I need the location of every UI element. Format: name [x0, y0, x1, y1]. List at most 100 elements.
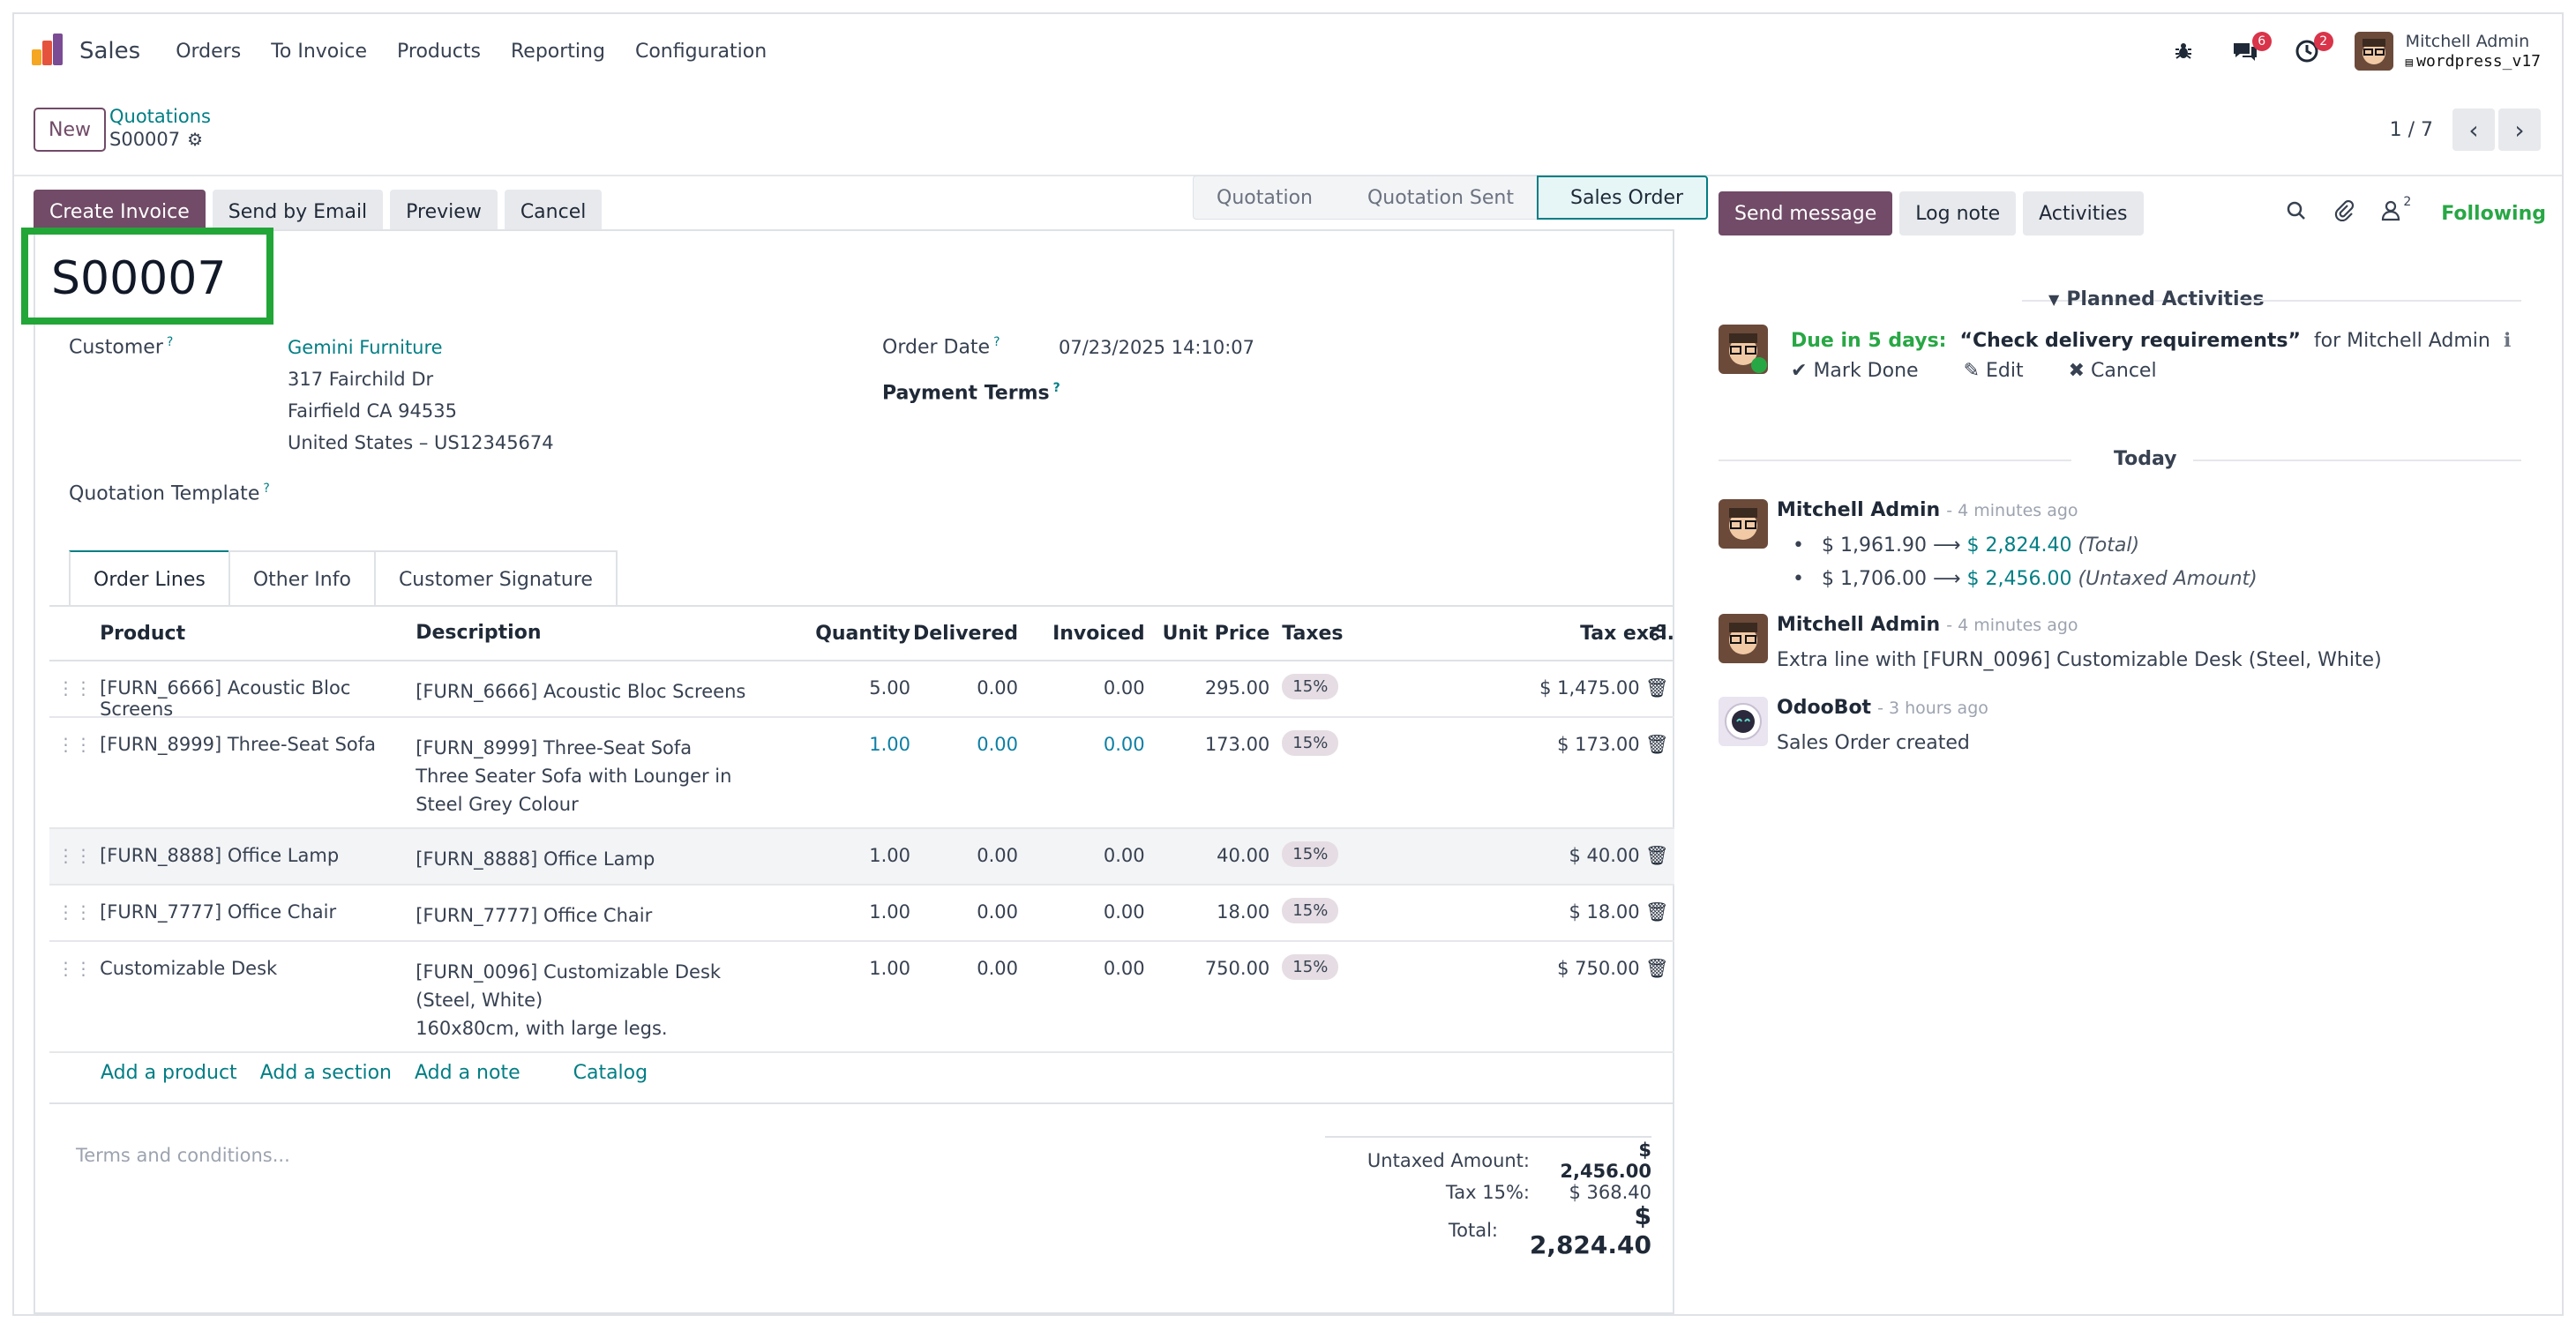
- table-row[interactable]: ⋮⋮ Customizable Desk [FURN_0096] Customi…: [49, 942, 1674, 1053]
- help-icon[interactable]: ?: [1052, 381, 1060, 395]
- sales-app-icon[interactable]: [32, 34, 64, 69]
- help-icon[interactable]: ?: [166, 335, 174, 349]
- cell-product[interactable]: [FURN_7777] Office Chair: [100, 901, 337, 923]
- cancel-button[interactable]: Cancel: [504, 190, 603, 234]
- cell-product[interactable]: [FURN_8888] Office Lamp: [100, 845, 340, 866]
- preview-button[interactable]: Preview: [390, 190, 498, 234]
- author-avatar[interactable]: [1719, 499, 1768, 549]
- add-section-link[interactable]: Add a section: [259, 1062, 392, 1084]
- header-invoiced[interactable]: Invoiced: [1052, 622, 1145, 645]
- column-settings-icon[interactable]: [1648, 623, 1667, 647]
- cell-delivered[interactable]: 0.00: [977, 734, 1018, 755]
- cell-quantity[interactable]: 1.00: [869, 845, 910, 866]
- mark-done-button[interactable]: ✔ Mark Done: [1791, 360, 1919, 382]
- stage-quotation-sent[interactable]: Quotation Sent: [1335, 176, 1537, 220]
- paperclip-icon[interactable]: [2333, 199, 2355, 227]
- trash-icon[interactable]: 🗑: [1644, 734, 1669, 755]
- menu-reporting[interactable]: Reporting: [511, 40, 605, 63]
- help-icon[interactable]: ?: [263, 482, 270, 496]
- table-row[interactable]: ⋮⋮ [FURN_8999] Three-Seat Sofa [FURN_899…: [49, 718, 1674, 829]
- cancel-activity-button[interactable]: ✖ Cancel: [2068, 360, 2157, 382]
- search-icon[interactable]: [2286, 200, 2307, 227]
- tax-badge[interactable]: 15%: [1282, 841, 1339, 867]
- tab-other-info[interactable]: Other Info: [228, 550, 376, 607]
- followers-button[interactable]: 2: [2381, 195, 2411, 227]
- cell-unit-price[interactable]: 40.00: [1217, 845, 1270, 866]
- info-icon[interactable]: ℹ: [2503, 330, 2512, 352]
- cell-unit-price[interactable]: 173.00: [1204, 734, 1270, 755]
- send-by-email-button[interactable]: Send by Email: [212, 190, 384, 234]
- header-description[interactable]: Description: [416, 622, 542, 644]
- table-row[interactable]: ⋮⋮ [FURN_6666] Acoustic Bloc Screens [FU…: [49, 661, 1674, 720]
- user-menu[interactable]: Mitchell Admin ▤ wordpress_v17: [2406, 32, 2541, 71]
- cell-delivered[interactable]: 0.00: [977, 958, 1018, 979]
- add-product-link[interactable]: Add a product: [101, 1062, 237, 1084]
- menu-orders[interactable]: Orders: [176, 40, 242, 63]
- message-author[interactable]: Mitchell Admin: [1777, 499, 1941, 521]
- drag-handle-icon[interactable]: ⋮⋮: [56, 677, 93, 699]
- pager-value[interactable]: 1 / 7: [2389, 118, 2433, 141]
- drag-handle-icon[interactable]: ⋮⋮: [56, 734, 93, 755]
- activities-clock-icon[interactable]: 2: [2289, 32, 2333, 69]
- description-line[interactable]: [FURN_7777] Office Chair: [416, 905, 653, 926]
- trash-icon[interactable]: 🗑: [1644, 901, 1669, 923]
- description-line[interactable]: Three Seater Sofa with Lounger in: [416, 766, 732, 787]
- header-delivered[interactable]: Delivered: [912, 622, 1018, 645]
- trash-icon[interactable]: 🗑: [1644, 845, 1669, 866]
- description-line[interactable]: 160x80cm, with large legs.: [416, 1018, 668, 1039]
- drag-handle-icon[interactable]: ⋮⋮: [56, 901, 93, 923]
- cell-unit-price[interactable]: 750.00: [1204, 958, 1270, 979]
- tax-badge[interactable]: 15%: [1282, 674, 1339, 699]
- cell-quantity[interactable]: 1.00: [869, 958, 910, 979]
- description-line[interactable]: [FURN_0096] Customizable Desk: [416, 961, 722, 983]
- cell-product[interactable]: [FURN_6666] Acoustic Bloc Screens: [100, 677, 351, 720]
- description-line[interactable]: [FURN_8888] Office Lamp: [416, 848, 655, 870]
- pager-previous-button[interactable]: ‹: [2452, 108, 2495, 151]
- pager-next-button[interactable]: ›: [2498, 108, 2541, 151]
- tax-badge[interactable]: 15%: [1282, 730, 1339, 756]
- app-name[interactable]: Sales: [79, 38, 141, 64]
- send-message-button[interactable]: Send message: [1719, 191, 1893, 235]
- description-line[interactable]: (Steel, White): [416, 990, 543, 1011]
- bug-icon[interactable]: [2166, 34, 2201, 69]
- cell-quantity[interactable]: 5.00: [869, 677, 910, 699]
- activities-button[interactable]: Activities: [2023, 191, 2144, 235]
- gear-icon[interactable]: ⚙: [187, 129, 204, 150]
- catalog-link[interactable]: Catalog: [573, 1062, 648, 1084]
- drag-handle-icon[interactable]: ⋮⋮: [56, 958, 93, 979]
- table-row[interactable]: ⋮⋮ [FURN_7777] Office Chair [FURN_7777] …: [49, 885, 1674, 942]
- odoobot-avatar[interactable]: [1719, 697, 1768, 746]
- message-author[interactable]: OdooBot: [1777, 697, 1872, 719]
- planned-activities-toggle[interactable]: ▼ Planned Activities: [2048, 288, 2265, 310]
- tab-customer-signature[interactable]: Customer Signature: [373, 550, 618, 607]
- menu-configuration[interactable]: Configuration: [634, 40, 768, 63]
- log-note-button[interactable]: Log note: [1899, 191, 2017, 235]
- trash-icon[interactable]: 🗑: [1644, 677, 1669, 699]
- cell-quantity[interactable]: 1.00: [869, 901, 910, 923]
- cell-delivered[interactable]: 0.00: [977, 845, 1018, 866]
- breadcrumb-quotations[interactable]: Quotations: [109, 106, 211, 127]
- new-button[interactable]: New: [34, 108, 106, 152]
- drag-handle-icon[interactable]: ⋮⋮: [56, 845, 93, 866]
- menu-to-invoice[interactable]: To Invoice: [271, 40, 367, 63]
- header-tax-excl[interactable]: Tax excl.: [1580, 622, 1674, 645]
- user-avatar[interactable]: [2354, 32, 2393, 71]
- tab-order-lines[interactable]: Order Lines: [69, 550, 230, 607]
- cell-delivered[interactable]: 0.00: [977, 677, 1018, 699]
- message-author[interactable]: Mitchell Admin: [1777, 614, 1941, 636]
- order-date-value[interactable]: 07/23/2025 14:10:07: [1059, 337, 1255, 358]
- description-line[interactable]: [FURN_8999] Three-Seat Sofa: [416, 737, 693, 758]
- description-line[interactable]: [FURN_6666] Acoustic Bloc Screens: [416, 681, 746, 702]
- cell-delivered[interactable]: 0.00: [977, 901, 1018, 923]
- menu-products[interactable]: Products: [397, 40, 481, 63]
- header-product[interactable]: Product: [100, 622, 186, 645]
- tax-badge[interactable]: 15%: [1282, 954, 1339, 980]
- cell-product[interactable]: [FURN_8999] Three-Seat Sofa: [100, 734, 377, 755]
- stage-quotation[interactable]: Quotation: [1193, 176, 1336, 220]
- messages-icon[interactable]: 6: [2228, 32, 2272, 69]
- stage-sales-order[interactable]: Sales Order: [1537, 176, 1709, 220]
- terms-input[interactable]: Terms and conditions...: [76, 1145, 290, 1166]
- header-taxes[interactable]: Taxes: [1282, 622, 1344, 645]
- edit-activity-button[interactable]: ✎ Edit: [1963, 360, 2024, 382]
- create-invoice-button[interactable]: Create Invoice: [34, 190, 206, 234]
